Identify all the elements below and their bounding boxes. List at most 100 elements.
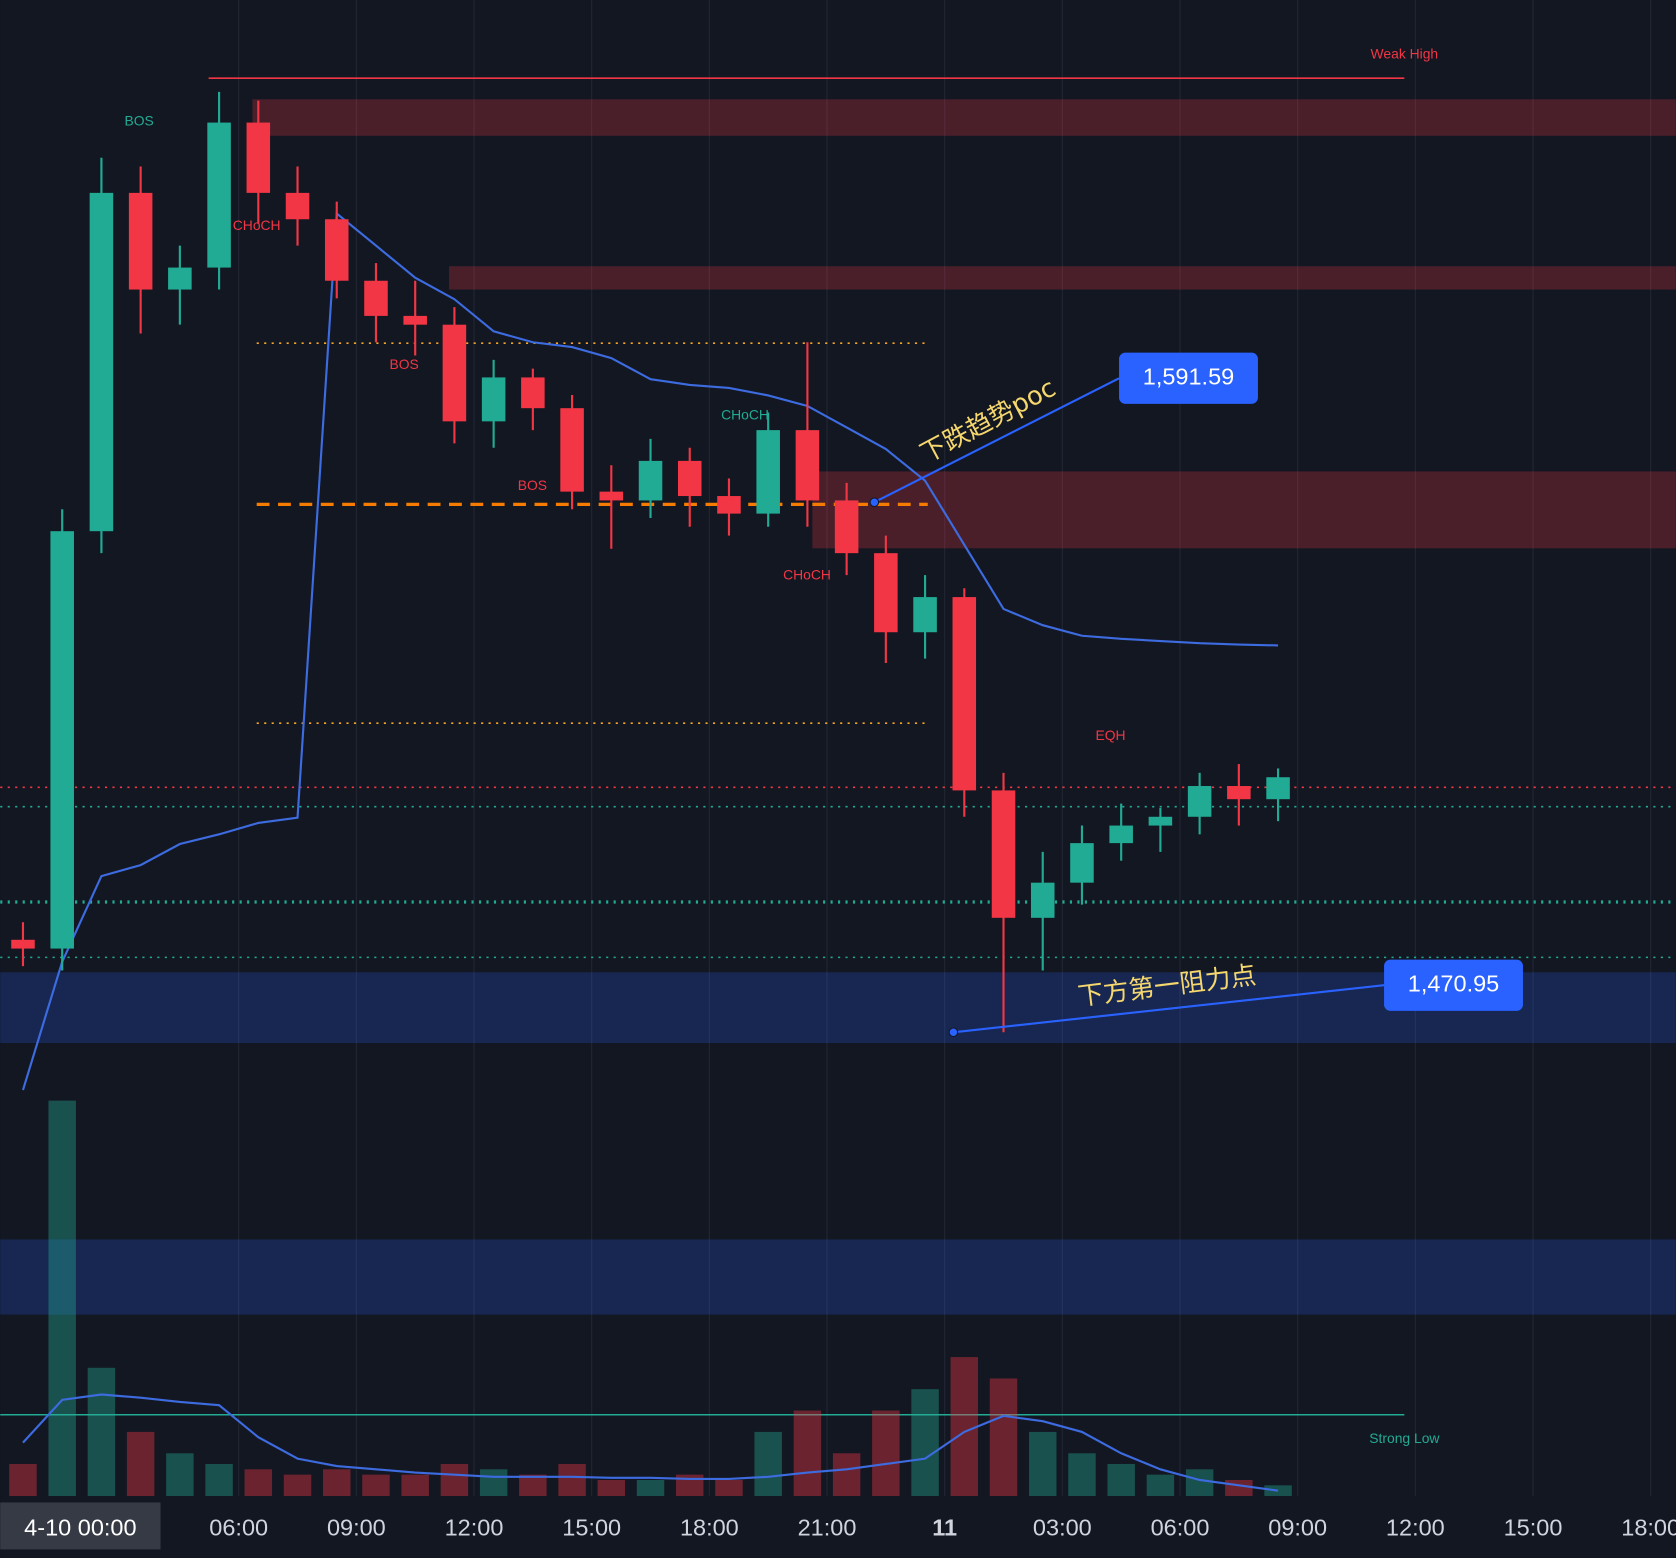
zone [252, 99, 1676, 136]
volume-bar [793, 1410, 822, 1497]
volume-bar [950, 1357, 979, 1497]
candle-body [285, 192, 310, 220]
volume-bar [754, 1431, 782, 1497]
volume-bar [283, 1474, 312, 1497]
grid [238, 0, 1652, 1497]
candle-body [1187, 786, 1212, 817]
volume-bar [48, 1100, 76, 1497]
annotation-line [873, 377, 1120, 504]
candle-body [834, 500, 859, 554]
x-tick-label: 18:00 [1621, 1514, 1676, 1540]
candle-body [756, 430, 780, 514]
x-tick-label: 12:00 [1386, 1514, 1445, 1540]
candle-body [717, 496, 741, 514]
candle-body [795, 430, 820, 501]
structure-label: CHoCH [721, 406, 769, 422]
candle-body [560, 408, 584, 492]
volume-bar [479, 1469, 508, 1497]
annotation-box [1119, 352, 1258, 404]
volume-bar [558, 1463, 586, 1497]
candle-body [638, 460, 663, 501]
volume-bar [9, 1463, 37, 1497]
vwap-line [21, 211, 1279, 1091]
structure-label: CHoCH [233, 217, 281, 233]
volume-ma-line [22, 1393, 1279, 1492]
x-tick-label: 11 [932, 1514, 957, 1540]
volume-bar [440, 1463, 469, 1497]
volume-bar [1146, 1474, 1175, 1497]
volume-bar [636, 1479, 665, 1497]
candle-body [991, 790, 1016, 918]
volume-bar [401, 1474, 429, 1497]
candle-body [207, 122, 231, 268]
volume-bar [244, 1469, 273, 1497]
candle-body [50, 531, 74, 949]
volume-bar [597, 1479, 626, 1497]
volume-bar [872, 1410, 900, 1497]
volume-bar [832, 1453, 861, 1497]
candle-body [599, 491, 624, 501]
candle-body [403, 315, 427, 325]
zone [449, 266, 1676, 290]
candle-body [1070, 843, 1094, 883]
volume-bar [1068, 1453, 1096, 1497]
volume-bar [715, 1479, 743, 1497]
candle-body [324, 219, 349, 281]
candle-body [128, 192, 153, 290]
level-label: Strong Low [1369, 1430, 1440, 1446]
x-tick-label: 09:00 [327, 1514, 386, 1540]
candle-body [677, 460, 702, 497]
candle-body [1227, 786, 1251, 800]
structure-label: EQH [1095, 727, 1125, 743]
volume-bar [362, 1474, 390, 1497]
x-tick-label: 15:00 [1504, 1514, 1563, 1540]
volume-bar [166, 1453, 194, 1497]
candle-body [521, 377, 545, 409]
volume-bar [1029, 1431, 1057, 1497]
volume-bar [1185, 1469, 1214, 1497]
annotation-box [1384, 959, 1523, 1011]
volume-bar [205, 1463, 233, 1497]
zone [0, 1239, 1676, 1315]
candle-body [364, 280, 388, 316]
annotation-value: 1,470.95 [1408, 970, 1499, 996]
x-tick-label: 18:00 [680, 1514, 739, 1540]
structure-label: BOS [389, 356, 418, 372]
annotation-line [953, 984, 1385, 1034]
candle-body [913, 597, 937, 633]
zone [812, 471, 1676, 549]
volume-bar [87, 1367, 116, 1497]
structure-label: BOS [518, 477, 547, 493]
volume-bar [911, 1389, 939, 1497]
candle-body [1148, 816, 1173, 826]
x-tick-label: 12:00 [445, 1514, 504, 1540]
candle-body [1109, 825, 1133, 844]
volume-bar [519, 1474, 547, 1497]
x-tick-label: 03:00 [1033, 1514, 1092, 1540]
volume-bar [989, 1378, 1018, 1497]
candle-body [246, 122, 271, 193]
candle-body [874, 553, 898, 633]
level-label: Weak High [1371, 45, 1439, 61]
volume-bar [1107, 1463, 1135, 1497]
candle-body [1266, 777, 1290, 800]
plot: Weak High Strong Low BOS CHoCH BOS CHoCH BOS CH… [0, 45, 1676, 1497]
x-tick-label: 09:00 [1268, 1514, 1327, 1540]
candle-body [952, 597, 977, 791]
candle-body [442, 324, 467, 422]
candle-body [89, 192, 114, 532]
volume-bar [323, 1469, 351, 1497]
annotation-point [869, 497, 880, 508]
x-tick-label: 15:00 [562, 1514, 621, 1540]
x-tick-label: 06:00 [1151, 1514, 1210, 1540]
candle-body [168, 267, 192, 290]
annotation-point [948, 1027, 959, 1038]
annotation-value: 1,591.59 [1143, 363, 1234, 389]
candle-body [11, 939, 35, 949]
x-tick-label: 21:00 [798, 1514, 857, 1540]
x-tick-label: 06:00 [209, 1514, 268, 1540]
volume-bar [1225, 1479, 1253, 1497]
